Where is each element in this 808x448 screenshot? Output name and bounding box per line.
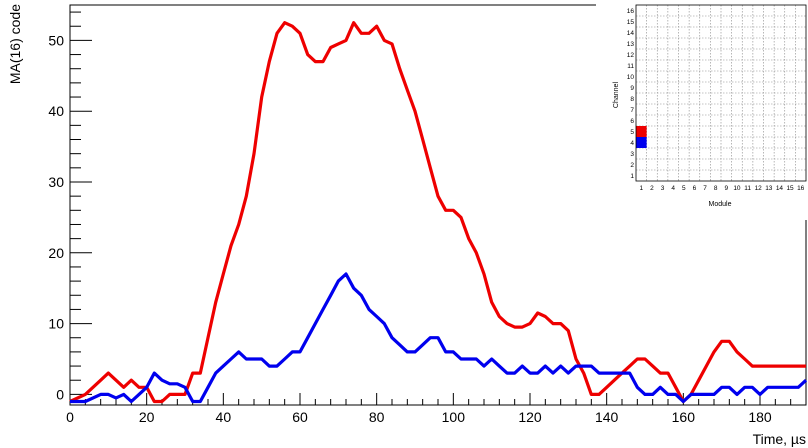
inset-y-tick-label: 5 — [630, 129, 634, 136]
x-tick-label: 80 — [369, 409, 385, 425]
x-tick-label: 180 — [748, 409, 772, 425]
y-tick-label: 50 — [48, 32, 64, 48]
x-tick-label: 140 — [595, 409, 619, 425]
x-tick-label: 20 — [139, 409, 155, 425]
inset-background — [596, 0, 808, 220]
inset-cells — [636, 126, 647, 148]
inset-y-tick-label: 7 — [630, 107, 634, 114]
inset-cell-m1-ch5 — [636, 126, 647, 137]
inset-x-tick-label: 12 — [755, 185, 763, 192]
inset-y-tick-label: 12 — [627, 52, 635, 59]
inset-y-tick-label: 9 — [630, 85, 634, 92]
inset-y-tick-label: 11 — [627, 63, 634, 70]
inset-y-tick-label: 13 — [627, 41, 635, 48]
inset-y-tick-label: 4 — [630, 140, 634, 147]
inset-grid — [636, 5, 806, 181]
x-tick-label: 100 — [442, 409, 466, 425]
inset-y-label: Channel — [613, 82, 620, 109]
y-axis-label: MA(16) code — [7, 4, 23, 84]
inset-x-tick-label: 10 — [733, 185, 741, 192]
y-tick-label: 0 — [56, 386, 64, 402]
inset-y-tick-label: 15 — [627, 19, 635, 26]
inset-x-tick-label: 5 — [682, 185, 686, 192]
y-tick-label: 10 — [48, 316, 64, 332]
inset-x-tick-label: 15 — [786, 185, 794, 192]
inset-x-tick-label: 3 — [661, 185, 665, 192]
inset-x-tick-label: 1 — [640, 185, 644, 192]
series-line-ch4 — [70, 272, 808, 404]
y-tick-label: 20 — [48, 245, 64, 261]
inset-x-tick-label: 7 — [703, 185, 707, 192]
inset-x-tick-label: 11 — [744, 185, 751, 192]
inset-tick-labels: 1 2 3 4 5 6 7 8 9 10 11 12 13 14 15 1612345678910111213… — [627, 8, 805, 192]
x-tick-label: 0 — [66, 409, 74, 425]
inset-y-tick-label: 10 — [627, 74, 635, 81]
x-axis-label: Time, µs — [753, 431, 806, 447]
y-tick-label: 30 — [48, 174, 64, 190]
inset-x-tick-label: 4 — [671, 185, 675, 192]
inset-x-tick-label: 9 — [725, 185, 729, 192]
inset-y-tick-label: 14 — [627, 30, 635, 37]
main-series-group — [69, 21, 808, 404]
inset-y-tick-label: 1 — [630, 173, 634, 180]
inset-frame — [635, 4, 807, 182]
x-tick-label: 60 — [292, 409, 308, 425]
inset-x-tick-label: 13 — [765, 185, 773, 192]
inset-x-tick-label: 2 — [650, 185, 654, 192]
y-tick-label: 40 — [48, 103, 64, 119]
inset-x-tick-label: 14 — [776, 185, 784, 192]
inset-y-tick-label: 3 — [630, 151, 634, 158]
inset-x-tick-label: 6 — [693, 185, 697, 192]
inset-x-tick-label: 8 — [714, 185, 718, 192]
inset-y-tick-label: 6 — [630, 118, 634, 125]
inset-y-tick-label: 8 — [630, 96, 634, 103]
inset-y-tick-label: 16 — [627, 8, 635, 15]
inset-cell-m1-ch4 — [636, 137, 647, 148]
x-tick-label: 40 — [216, 409, 232, 425]
x-tick-label: 160 — [672, 409, 696, 425]
inset-x-label: Module — [709, 201, 732, 208]
x-tick-label: 120 — [518, 409, 542, 425]
inset-x-tick-label: 16 — [797, 185, 805, 192]
inset-y-tick-label: 2 — [630, 162, 634, 169]
main-axis-ticks: 0 20 40 60 80 100 120 140 160 180 0 10 20 30 40 50 — [48, 11, 807, 425]
